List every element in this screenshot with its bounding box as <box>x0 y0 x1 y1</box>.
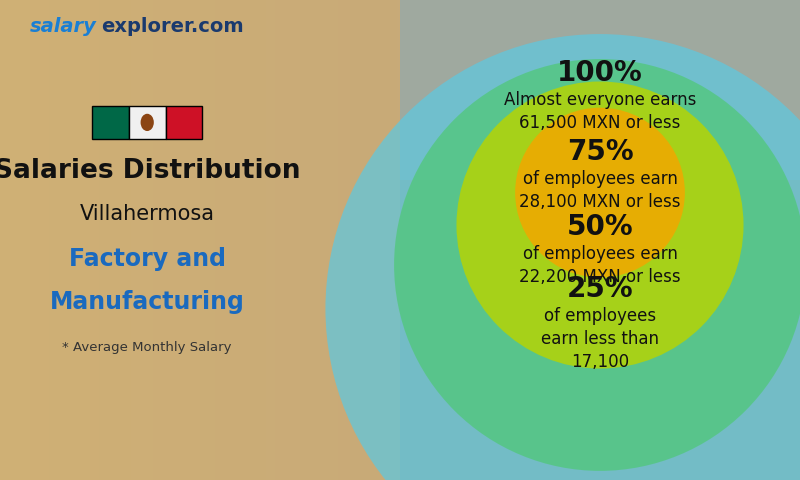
Text: of employees earn
28,100 MXN or less: of employees earn 28,100 MXN or less <box>519 170 681 211</box>
Bar <box>400 0 800 180</box>
Circle shape <box>326 34 800 480</box>
Text: 50%: 50% <box>566 213 634 240</box>
Circle shape <box>394 59 800 471</box>
Circle shape <box>515 108 685 277</box>
Text: explorer.com: explorer.com <box>101 17 244 36</box>
Text: salary: salary <box>30 17 96 36</box>
Circle shape <box>141 114 154 131</box>
Text: Manufacturing: Manufacturing <box>50 290 245 314</box>
Text: 25%: 25% <box>566 275 634 303</box>
Text: * Average Monthly Salary: * Average Monthly Salary <box>62 341 232 354</box>
Text: Villahermosa: Villahermosa <box>80 204 214 224</box>
Bar <box>400 0 800 480</box>
Text: 100%: 100% <box>557 59 643 87</box>
Circle shape <box>457 82 743 369</box>
Text: Salaries Distribution: Salaries Distribution <box>0 158 301 184</box>
Text: Factory and: Factory and <box>69 247 226 271</box>
Text: of employees
earn less than
17,100: of employees earn less than 17,100 <box>541 307 659 371</box>
Text: 75%: 75% <box>566 138 634 166</box>
FancyBboxPatch shape <box>92 106 129 139</box>
FancyBboxPatch shape <box>166 106 202 139</box>
Text: of employees earn
22,200 MXN or less: of employees earn 22,200 MXN or less <box>519 245 681 286</box>
Text: Almost everyone earns
61,500 MXN or less: Almost everyone earns 61,500 MXN or less <box>504 92 696 132</box>
FancyBboxPatch shape <box>129 106 166 139</box>
